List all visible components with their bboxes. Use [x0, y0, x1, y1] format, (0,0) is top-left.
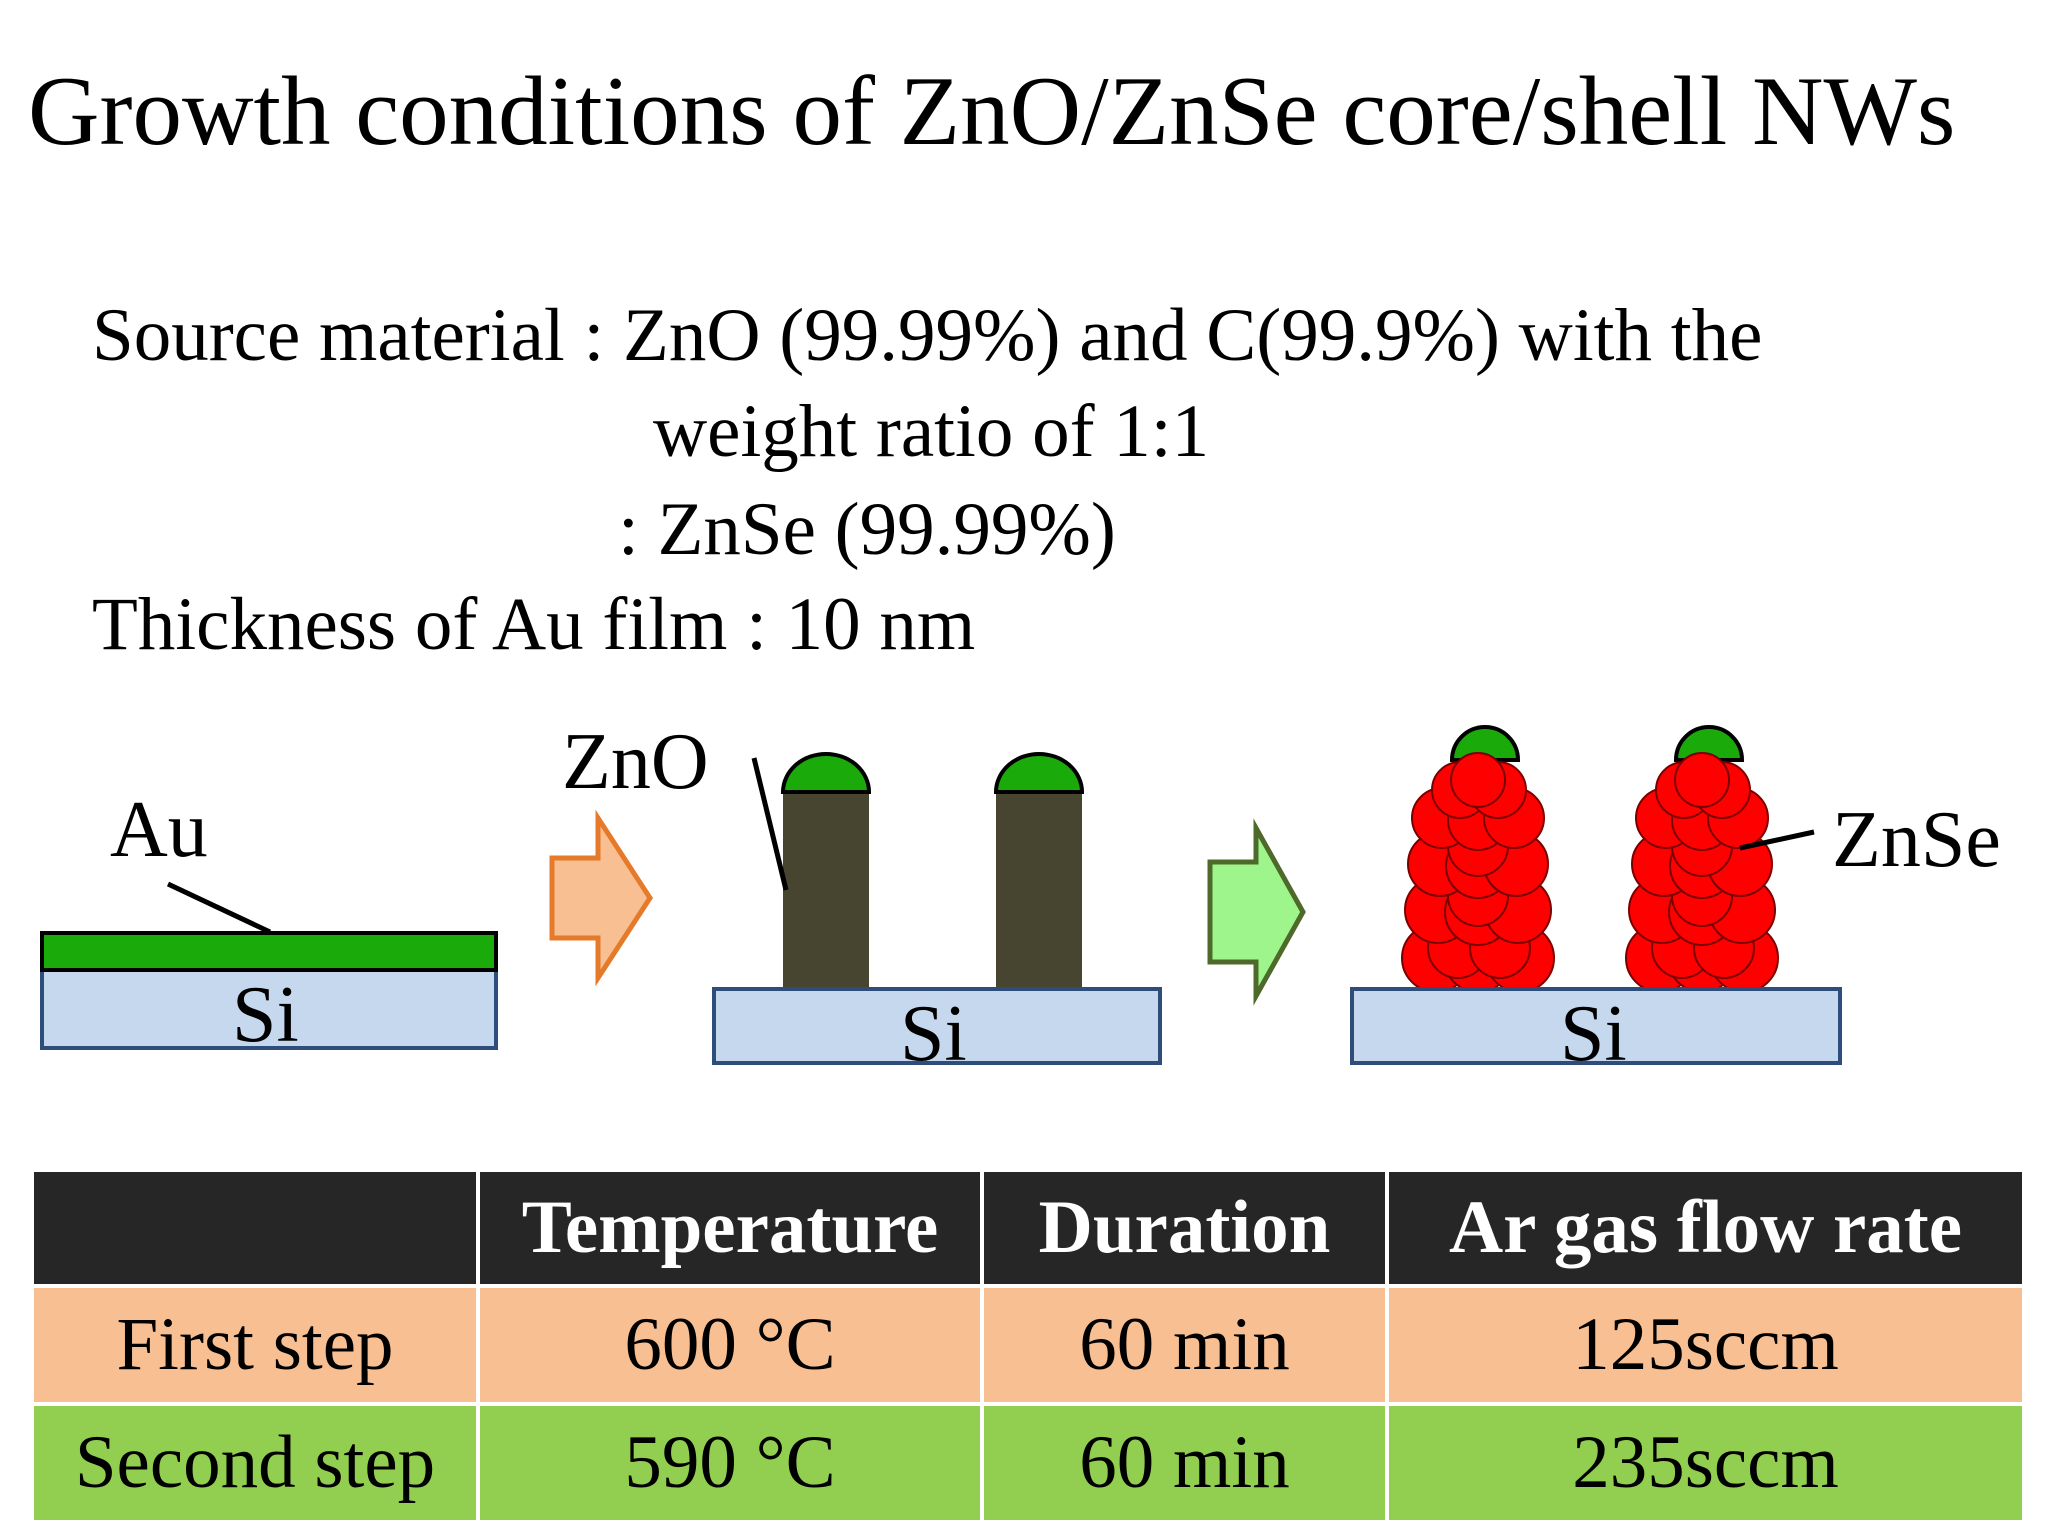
temperature-value: 600 °C: [476, 1284, 984, 1406]
au-cap-3: [1449, 725, 1521, 762]
temperature-value: 590 °C: [476, 1402, 984, 1524]
znse-label: ZnSe: [1832, 796, 2001, 884]
process-arrow-1: [549, 809, 653, 987]
si-label-2: Si: [900, 990, 967, 1078]
znse-shell-1: [1401, 752, 1555, 993]
process-arrow-2: [1207, 818, 1306, 1006]
si-label-1: Si: [232, 971, 299, 1059]
flow-rate-value: 125sccm: [1385, 1284, 2026, 1406]
table-row: Second step 590 °C 60 min 235sccm: [30, 1402, 2026, 1524]
zno-wire-1: [783, 792, 869, 989]
duration-value: 60 min: [980, 1402, 1389, 1524]
flow-rate-value: 235sccm: [1385, 1402, 2026, 1524]
zno-wire-2: [996, 792, 1082, 989]
au-pointer-line: [166, 881, 272, 935]
source-material-znse-line: : ZnSe (99.99%): [618, 488, 1116, 571]
au-thickness-line: Thickness of Au film : 10 nm: [92, 583, 976, 666]
growth-process-diagram: [40, 725, 1842, 1065]
stage-au-on-si: [40, 881, 498, 1050]
zno-pointer-line: [751, 757, 789, 891]
stage-core-shell-nanowires: [1350, 725, 1842, 1065]
step-name: First step: [30, 1284, 480, 1406]
au-label: Au: [110, 786, 208, 874]
table-row: First step 600 °C 60 min 125sccm: [30, 1284, 2026, 1406]
au-film: [40, 931, 498, 972]
header-duration: Duration: [980, 1168, 1389, 1288]
header-flow-rate: Ar gas flow rate: [1385, 1168, 2026, 1288]
zno-label: ZnO: [562, 718, 709, 806]
si-substrate-2: [712, 987, 1162, 1065]
header-step: [30, 1168, 480, 1288]
si-label-3: Si: [1560, 990, 1627, 1078]
stage-zno-nanowires: [712, 752, 1162, 1065]
si-substrate-1: [40, 968, 498, 1050]
au-cap-1: [780, 752, 872, 794]
growth-conditions-table: Temperature Duration Ar gas flow rate Fi…: [30, 1168, 2026, 1524]
source-material-line: Source material : ZnO (99.99%) and C(99.…: [92, 294, 1763, 377]
duration-value: 60 min: [980, 1284, 1389, 1406]
page-title: Growth conditions of ZnO/ZnSe core/shell…: [28, 57, 1956, 166]
table-header-row: Temperature Duration Ar gas flow rate: [30, 1168, 2026, 1288]
au-cap-4: [1673, 725, 1745, 762]
header-temperature: Temperature: [476, 1168, 984, 1288]
znse-shell-2: [1625, 752, 1779, 993]
znse-pointer-line: [1739, 829, 1815, 851]
source-material-ratio-line: weight ratio of 1:1: [653, 390, 1210, 473]
au-cap-2: [993, 752, 1085, 794]
si-substrate-3: [1350, 987, 1842, 1065]
step-name: Second step: [30, 1402, 480, 1524]
